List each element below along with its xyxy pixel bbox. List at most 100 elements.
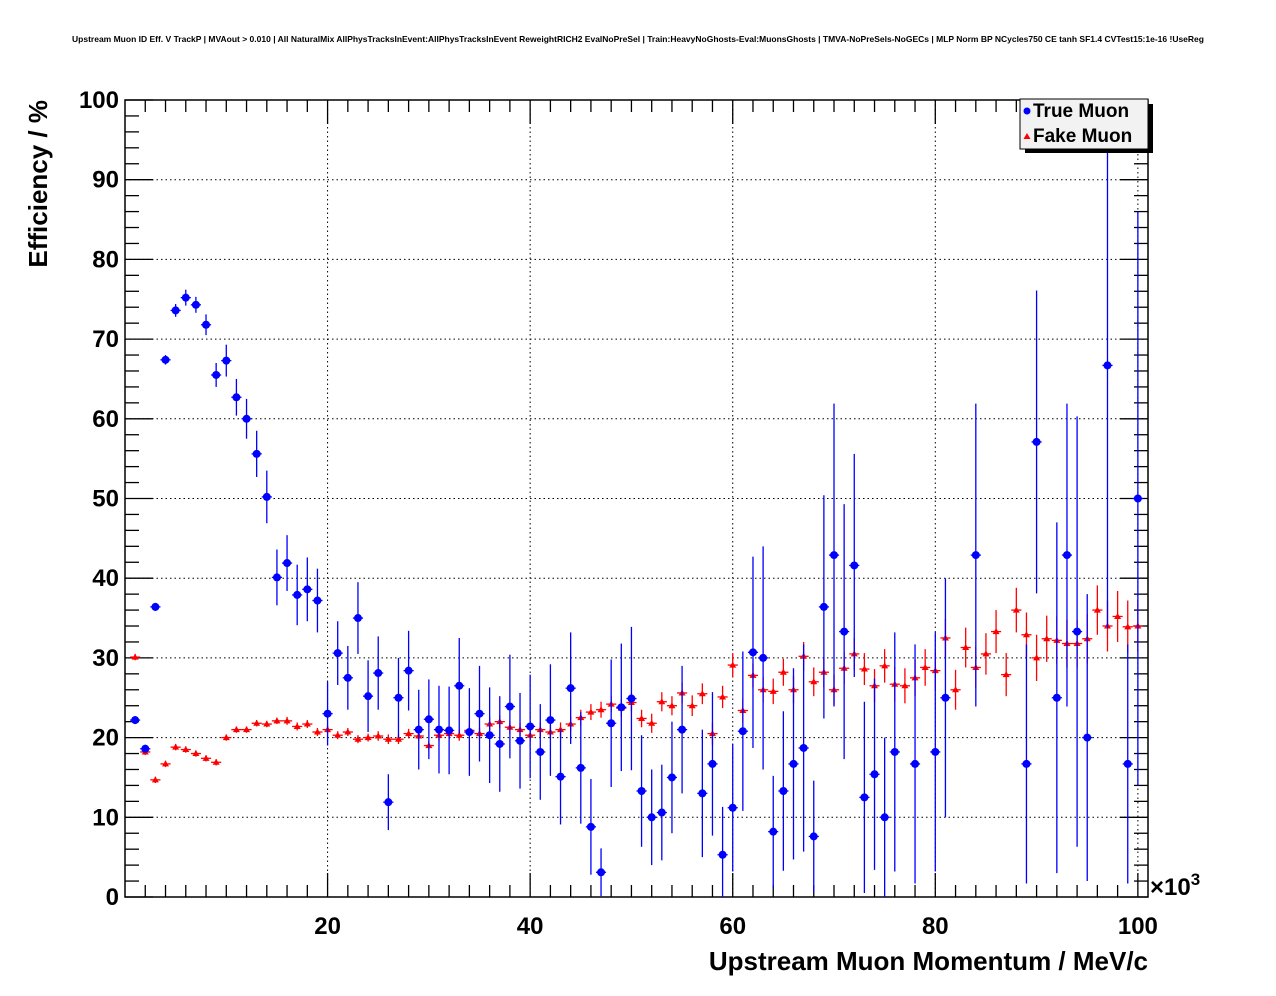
true-muon-point <box>535 704 546 800</box>
true-muon-marker <box>414 725 423 734</box>
legend-fake-muon-label: Fake Muon <box>1033 126 1132 147</box>
fake-muon-marker <box>992 628 1000 635</box>
true-muon-point <box>261 470 272 524</box>
fake-muon-marker <box>243 726 251 733</box>
true-muon-marker <box>698 789 707 798</box>
data-marks <box>130 102 1143 897</box>
fake-muon-point <box>342 728 353 737</box>
true-muon-point <box>565 632 576 744</box>
fake-muon-point <box>859 653 870 685</box>
true-muon-point <box>940 578 951 818</box>
true-muon-point <box>828 403 840 707</box>
true-muon-point <box>666 721 678 834</box>
fake-muon-marker <box>1033 654 1041 661</box>
true-muon-marker <box>556 772 565 781</box>
true-muon-marker <box>597 868 606 877</box>
fake-muon-marker <box>131 653 139 660</box>
true-muon-point <box>200 314 212 336</box>
fake-muon-marker <box>364 734 372 741</box>
true-muon-point <box>464 688 475 776</box>
true-muon-marker <box>434 725 443 734</box>
x-tick-label: 40 <box>517 913 544 940</box>
fake-muon-marker <box>1002 671 1010 678</box>
fake-muon-point <box>292 722 303 731</box>
fake-muon-marker <box>344 728 352 735</box>
true-muon-marker <box>222 356 231 365</box>
true-muon-point <box>302 557 313 622</box>
true-muon-point <box>575 712 586 824</box>
true-muon-marker <box>181 293 190 302</box>
y-tick-labels: 0 10 20 30 40 50 60 70 80 90 100 <box>79 87 119 911</box>
true-muon-marker <box>911 759 920 768</box>
fake-muon-point <box>302 720 313 729</box>
fake-muon-point <box>261 720 272 728</box>
fake-muon-marker <box>1114 612 1122 619</box>
true-muon-point <box>221 344 232 377</box>
x-tick-labels: 20 40 60 80 100 <box>314 913 1158 940</box>
true-muon-point <box>312 568 323 633</box>
true-muon-marker <box>880 813 889 822</box>
true-muon-marker <box>708 759 717 768</box>
true-muon-marker <box>546 716 555 725</box>
true-muon-marker <box>718 850 727 859</box>
true-muon-point <box>788 668 799 860</box>
true-muon-marker <box>738 727 747 736</box>
fake-muon-point <box>373 731 384 741</box>
fake-muon-marker <box>253 719 261 726</box>
true-muon-marker <box>212 370 221 379</box>
true-muon-point <box>545 664 556 776</box>
fake-muon-marker <box>303 720 311 727</box>
true-muon-marker <box>1083 733 1092 742</box>
y-tick-label: 40 <box>92 565 119 592</box>
fake-muon-marker <box>384 735 392 742</box>
true-muon-point <box>869 678 880 870</box>
fake-muon-marker <box>901 682 909 689</box>
true-muon-marker <box>931 747 940 756</box>
fake-muon-marker <box>1022 631 1030 638</box>
true-muon-marker <box>131 716 140 725</box>
fake-muon-marker <box>273 717 281 724</box>
true-muon-point <box>363 660 374 733</box>
fake-muon-point <box>991 610 1002 654</box>
true-muon-marker <box>495 739 504 748</box>
true-muon-marker <box>1103 361 1112 370</box>
true-muon-point <box>454 637 465 734</box>
fake-muon-marker <box>1012 606 1020 613</box>
true-muon-marker <box>475 709 484 718</box>
fake-muon-point <box>697 683 708 705</box>
x-multiplier-exponent: 3 <box>1191 870 1200 889</box>
true-muon-marker <box>860 793 869 802</box>
fake-muon-point <box>585 704 596 721</box>
true-muon-point <box>231 378 242 416</box>
fake-muon-point <box>332 731 343 740</box>
true-muon-marker <box>262 492 271 501</box>
true-muon-point <box>150 602 161 611</box>
fake-muon-marker <box>587 708 595 715</box>
true-muon-point <box>707 692 718 836</box>
fake-muon-point <box>920 649 931 686</box>
fake-muon-point <box>130 653 141 661</box>
fake-muon-point <box>980 633 992 675</box>
fake-muon-marker <box>698 690 706 697</box>
true-muon-marker <box>455 681 464 690</box>
true-muon-marker <box>191 300 200 309</box>
true-muon-point <box>281 535 293 591</box>
true-muon-marker <box>485 731 494 740</box>
true-muon-point <box>1072 416 1083 847</box>
y-tick-label: 10 <box>92 804 119 831</box>
true-muon-marker <box>343 673 352 682</box>
fake-muon-point <box>1122 600 1133 654</box>
true-muon-marker <box>667 773 676 782</box>
true-muon-point <box>1031 290 1042 594</box>
true-muon-marker <box>313 596 322 605</box>
true-muon-marker <box>536 747 545 756</box>
true-muon-marker <box>323 709 332 718</box>
true-muon-marker <box>637 786 646 795</box>
fake-muon-point <box>231 726 242 733</box>
true-muon-marker <box>971 551 980 560</box>
true-muon-marker <box>272 573 281 582</box>
fake-muon-marker <box>729 661 737 668</box>
true-muon-marker <box>1032 437 1041 446</box>
true-muon-point <box>656 764 667 861</box>
